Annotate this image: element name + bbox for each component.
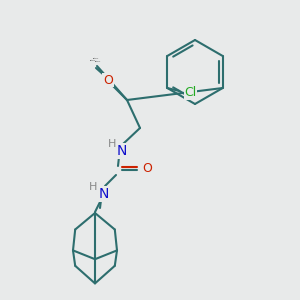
Text: O: O [103,74,113,86]
Text: O: O [142,163,152,176]
Text: Cl: Cl [184,86,196,100]
Text: N: N [99,187,109,201]
Text: methoxy: methoxy [93,58,99,59]
Text: N: N [117,144,127,158]
Text: methoxy: methoxy [90,59,96,61]
Text: H: H [108,139,116,149]
Text: methoxy: methoxy [95,61,101,62]
Text: O: O [103,74,113,86]
Text: H: H [89,182,97,192]
